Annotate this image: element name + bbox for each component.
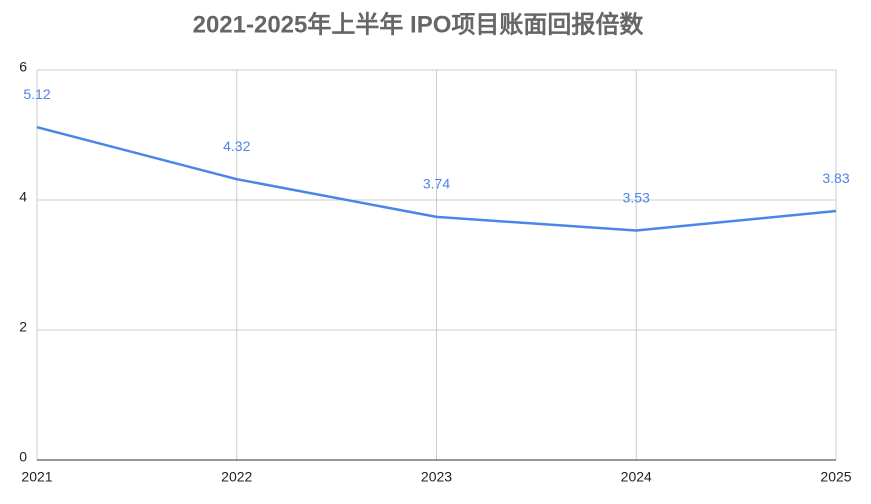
data-label: 4.32	[223, 138, 250, 154]
y-tick-label: 0	[19, 449, 27, 465]
data-label: 3.53	[623, 189, 650, 205]
y-tick-label: 6	[19, 59, 27, 75]
x-tick-label: 2022	[221, 469, 252, 485]
data-label: 3.74	[423, 176, 450, 192]
x-tick-label: 2021	[21, 469, 52, 485]
x-tick-label: 2024	[621, 469, 652, 485]
data-label: 5.12	[23, 86, 50, 102]
chart-title: 2021-2025年上半年 IPO项目账面回报倍数	[193, 10, 645, 38]
y-tick-label: 2	[19, 319, 27, 335]
y-tick-label: 4	[19, 189, 27, 205]
x-tick-label: 2023	[421, 469, 452, 485]
data-label: 3.83	[822, 170, 849, 186]
x-tick-label: 2025	[820, 469, 851, 485]
line-series	[36, 125, 837, 232]
